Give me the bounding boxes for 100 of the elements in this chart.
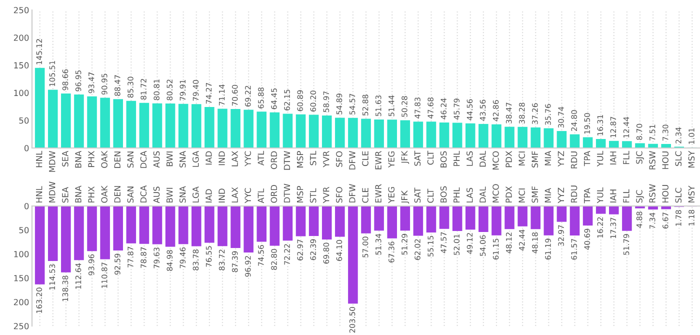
x-tick-label: RSW <box>649 151 656 170</box>
x-tick-label: HNL <box>36 186 42 202</box>
x-tick-label: BWI <box>166 188 173 202</box>
x-tick-label: MCI <box>518 152 525 166</box>
x-tick-label: YUL <box>597 187 604 204</box>
y-tick-label: 0 <box>24 144 29 152</box>
x-tick-label: DAL <box>480 186 486 202</box>
x-tick-label: MSP <box>296 186 304 202</box>
x-tick-label: MCO <box>492 151 499 170</box>
x-tick-label: SEA <box>62 187 68 203</box>
y-tick-label: 50 <box>19 226 29 234</box>
y-tick-label: 50 <box>19 117 29 124</box>
y-tick-label: 150 <box>14 274 29 282</box>
x-tick-label: SMF <box>532 186 538 203</box>
x-tick-label: STL <box>310 150 316 166</box>
x-tick-label: DEN <box>114 152 120 168</box>
x-tick-label: ATL <box>258 188 264 204</box>
x-tick-label: BOS <box>440 151 447 168</box>
x-tick-label: LGA <box>192 186 199 202</box>
x-tick-label: CLT <box>427 188 434 203</box>
x-tick-label: FLL <box>623 150 630 164</box>
x-tick-label: MCO <box>492 184 499 202</box>
x-tick-label: CLT <box>427 150 434 165</box>
x-tick-label: AUS <box>153 151 160 168</box>
x-tick-label: MSY <box>688 186 695 202</box>
x-tick-label: LGA <box>192 150 199 167</box>
x-tick-label: LAX <box>232 151 238 166</box>
x-tick-label: ORD <box>270 151 278 170</box>
x-tick-label: YVR <box>323 151 330 168</box>
x-tick-label: MDW <box>49 182 56 202</box>
x-tick-label: PHX <box>88 186 94 202</box>
x-tick-label: SJC <box>636 190 644 203</box>
x-tick-label: BNA <box>75 150 82 168</box>
x-tick-label: IAH <box>610 190 616 202</box>
x-tick-label: SAT <box>414 188 421 203</box>
x-tick-label: DCA <box>140 185 147 202</box>
x-tick-label: OAK <box>101 150 108 168</box>
x-tick-label: MIA <box>544 188 551 202</box>
x-tick-label: SNA <box>179 150 186 168</box>
x-tick-label: DFW <box>349 151 356 170</box>
x-tick-label: SAN <box>127 186 134 203</box>
x-tick-label: PDX <box>506 151 512 168</box>
x-tick-label: SFO <box>336 187 342 203</box>
x-tick-label: HOU <box>662 185 668 202</box>
x-tick-label: YVR <box>323 186 330 204</box>
x-tick-label: ATL <box>258 150 264 166</box>
x-tick-label: DTW <box>284 151 290 170</box>
x-tick-label: IAH <box>610 152 616 164</box>
x-tick-label: JFK <box>401 190 410 204</box>
x-tick-label: DFW <box>349 184 356 202</box>
x-tick-label: YYC <box>244 188 251 204</box>
x-tick-label: SAN <box>127 152 134 168</box>
x-tick-label: SNA <box>179 186 186 203</box>
x-tick-label: SFO <box>336 151 342 167</box>
x-tick-label: PHL <box>454 150 460 166</box>
x-tick-label: OAK <box>101 185 108 203</box>
x-tick-label: YUL <box>597 150 604 167</box>
x-tick-label: TPA <box>584 150 590 166</box>
x-tick-label: YYZ <box>558 188 564 204</box>
x-tick-label: EWR <box>375 184 382 202</box>
x-tick-label: MSP <box>296 151 304 168</box>
x-tick-label: BNA <box>75 186 82 202</box>
x-tick-label: FLL <box>623 189 630 202</box>
x-tick-label: DAL <box>480 150 486 167</box>
x-tick-label: SLC <box>675 188 682 203</box>
x-tick-label: MCI <box>518 188 525 202</box>
x-tick-label: IAD <box>206 151 212 165</box>
x-tick-label: HNL <box>36 150 42 168</box>
x-tick-label: YEG <box>388 151 395 168</box>
y-tick-label: 100 <box>14 250 29 258</box>
x-tick-label: DEN <box>114 186 120 202</box>
y-tick-label: 0 <box>24 202 29 210</box>
y-tick-label: 250 <box>14 322 29 330</box>
x-tick-label: SMF <box>532 151 538 168</box>
x-tick-label: ORD <box>270 184 278 203</box>
x-tick-label: SAT <box>414 150 421 166</box>
x-tick-label: PDX <box>506 186 512 202</box>
x-tick-label: IND <box>218 151 225 166</box>
x-tick-label: JFK <box>401 150 410 164</box>
y-tick-label: 200 <box>14 34 29 41</box>
x-tick-label: BOS <box>440 186 447 202</box>
x-tick-label: BWI <box>166 152 173 166</box>
x-tick-label: RDU <box>570 186 578 202</box>
x-tick-label: MSY <box>688 150 695 168</box>
y-tick-label: 250 <box>14 6 29 14</box>
x-tick-label: LAX <box>232 187 238 202</box>
x-tick-label: MDW <box>49 151 56 172</box>
y-tick-label: 100 <box>14 90 29 96</box>
x-tick-label: IND <box>218 188 225 202</box>
x-tick-label: SEA <box>62 150 68 166</box>
x-tick-label: YEG <box>388 187 395 204</box>
y-tick-label: 150 <box>14 62 29 68</box>
x-tick-label: YYZ <box>558 151 564 167</box>
x-tick-label: PHX <box>88 151 94 167</box>
x-tick-label: DTW <box>284 184 290 202</box>
x-tick-label: RSW <box>649 184 656 202</box>
x-tick-label: TPA <box>584 188 590 204</box>
x-tick-label: CLE <box>362 188 368 203</box>
x-tick-label: IAD <box>206 189 212 202</box>
x-tick-label: CLE <box>362 151 368 166</box>
